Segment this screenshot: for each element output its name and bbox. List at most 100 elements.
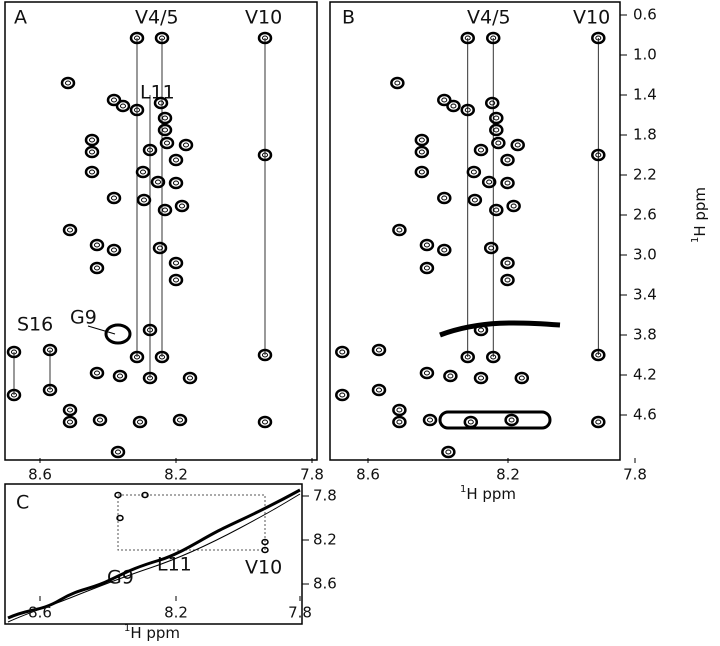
peak [262, 419, 268, 425]
annotation: L11 [140, 82, 175, 104]
peak [488, 245, 495, 251]
peak [441, 445, 456, 459]
peak [396, 407, 403, 413]
peak [478, 375, 484, 381]
annotation: S16 [17, 314, 53, 336]
peak [504, 260, 511, 266]
peak [467, 193, 483, 207]
peak [132, 415, 148, 429]
y-tick-label: 3.4 [633, 286, 657, 304]
peak [152, 241, 168, 255]
peak [168, 153, 184, 167]
peak [510, 138, 525, 152]
peak [183, 142, 189, 148]
y-tick-label: 1.0 [633, 46, 657, 64]
peak [150, 175, 166, 189]
peak [172, 413, 188, 427]
peak [500, 176, 515, 190]
y-tick-label: 4.6 [633, 406, 657, 424]
peak [111, 97, 117, 103]
peak [140, 169, 146, 175]
axis-text: H ppm [466, 485, 516, 503]
peak [111, 195, 117, 201]
peak [466, 165, 482, 179]
x-tick-label: 7.8 [623, 466, 647, 484]
peak [504, 180, 511, 186]
peak [261, 538, 269, 546]
peak [481, 175, 497, 189]
peak [471, 197, 478, 203]
y-tick-label: 2.2 [633, 166, 657, 184]
frame [4, 1, 318, 461]
peak [89, 261, 105, 275]
peak [438, 410, 552, 430]
y-tick-label: 3.8 [633, 326, 657, 344]
diagonal [7, 493, 301, 623]
frame [329, 1, 621, 461]
y-tick-label: 8.2 [313, 531, 337, 549]
peak [157, 123, 173, 137]
peak [443, 369, 458, 383]
peak [441, 195, 448, 201]
peak [157, 245, 163, 251]
peak [486, 179, 493, 185]
peak [155, 179, 161, 185]
panel-label: A [14, 7, 27, 29]
peak [418, 149, 425, 155]
peak [174, 199, 190, 213]
peak [437, 93, 452, 107]
peak [518, 375, 525, 381]
peak [414, 165, 430, 179]
annotation: V10 [245, 7, 282, 29]
peak [335, 388, 350, 402]
peak [489, 123, 504, 137]
peak [419, 261, 435, 275]
y-tick-label: 7.8 [313, 487, 337, 505]
peak [62, 223, 78, 237]
peak [371, 343, 387, 357]
peak [478, 327, 484, 333]
peak [168, 256, 184, 270]
panel-c: C G9 L11 V10 [4, 483, 303, 625]
peak [157, 111, 173, 125]
panel-b: B V4/5 V10 [329, 1, 621, 461]
peak [414, 145, 430, 159]
peak [162, 115, 168, 121]
peak [489, 203, 504, 217]
peak [441, 97, 448, 103]
sup: 1 [690, 237, 701, 243]
y-tick-label: 4.2 [633, 366, 657, 384]
x-tick-label: 8.2 [496, 466, 520, 484]
peak [111, 247, 117, 253]
peak [418, 169, 425, 175]
peak [419, 238, 435, 252]
peak [392, 223, 407, 237]
peak [89, 137, 95, 143]
y-tick-label: 1.4 [633, 86, 657, 104]
axis-text: H ppm [130, 624, 180, 642]
peak [179, 203, 185, 209]
peak [390, 76, 405, 90]
peak [414, 133, 430, 147]
peak [106, 93, 122, 107]
peak [489, 100, 496, 106]
peak [441, 247, 448, 253]
x-tick-label: 8.2 [164, 466, 188, 484]
peak [157, 203, 173, 217]
peak [158, 100, 164, 106]
peak [62, 403, 78, 417]
peak [137, 419, 143, 425]
peak [508, 417, 515, 423]
peak [62, 415, 78, 429]
y-tick-label: 2.6 [633, 206, 657, 224]
peak [153, 96, 169, 110]
peak [173, 157, 179, 163]
annotation: L11 [157, 554, 192, 576]
axis-text: H ppm [691, 187, 709, 237]
x-axis-title: 1H ppm [460, 484, 516, 503]
peak [115, 99, 131, 113]
peak [120, 103, 126, 109]
peak [141, 197, 147, 203]
peak [173, 180, 179, 186]
peak [493, 115, 500, 121]
